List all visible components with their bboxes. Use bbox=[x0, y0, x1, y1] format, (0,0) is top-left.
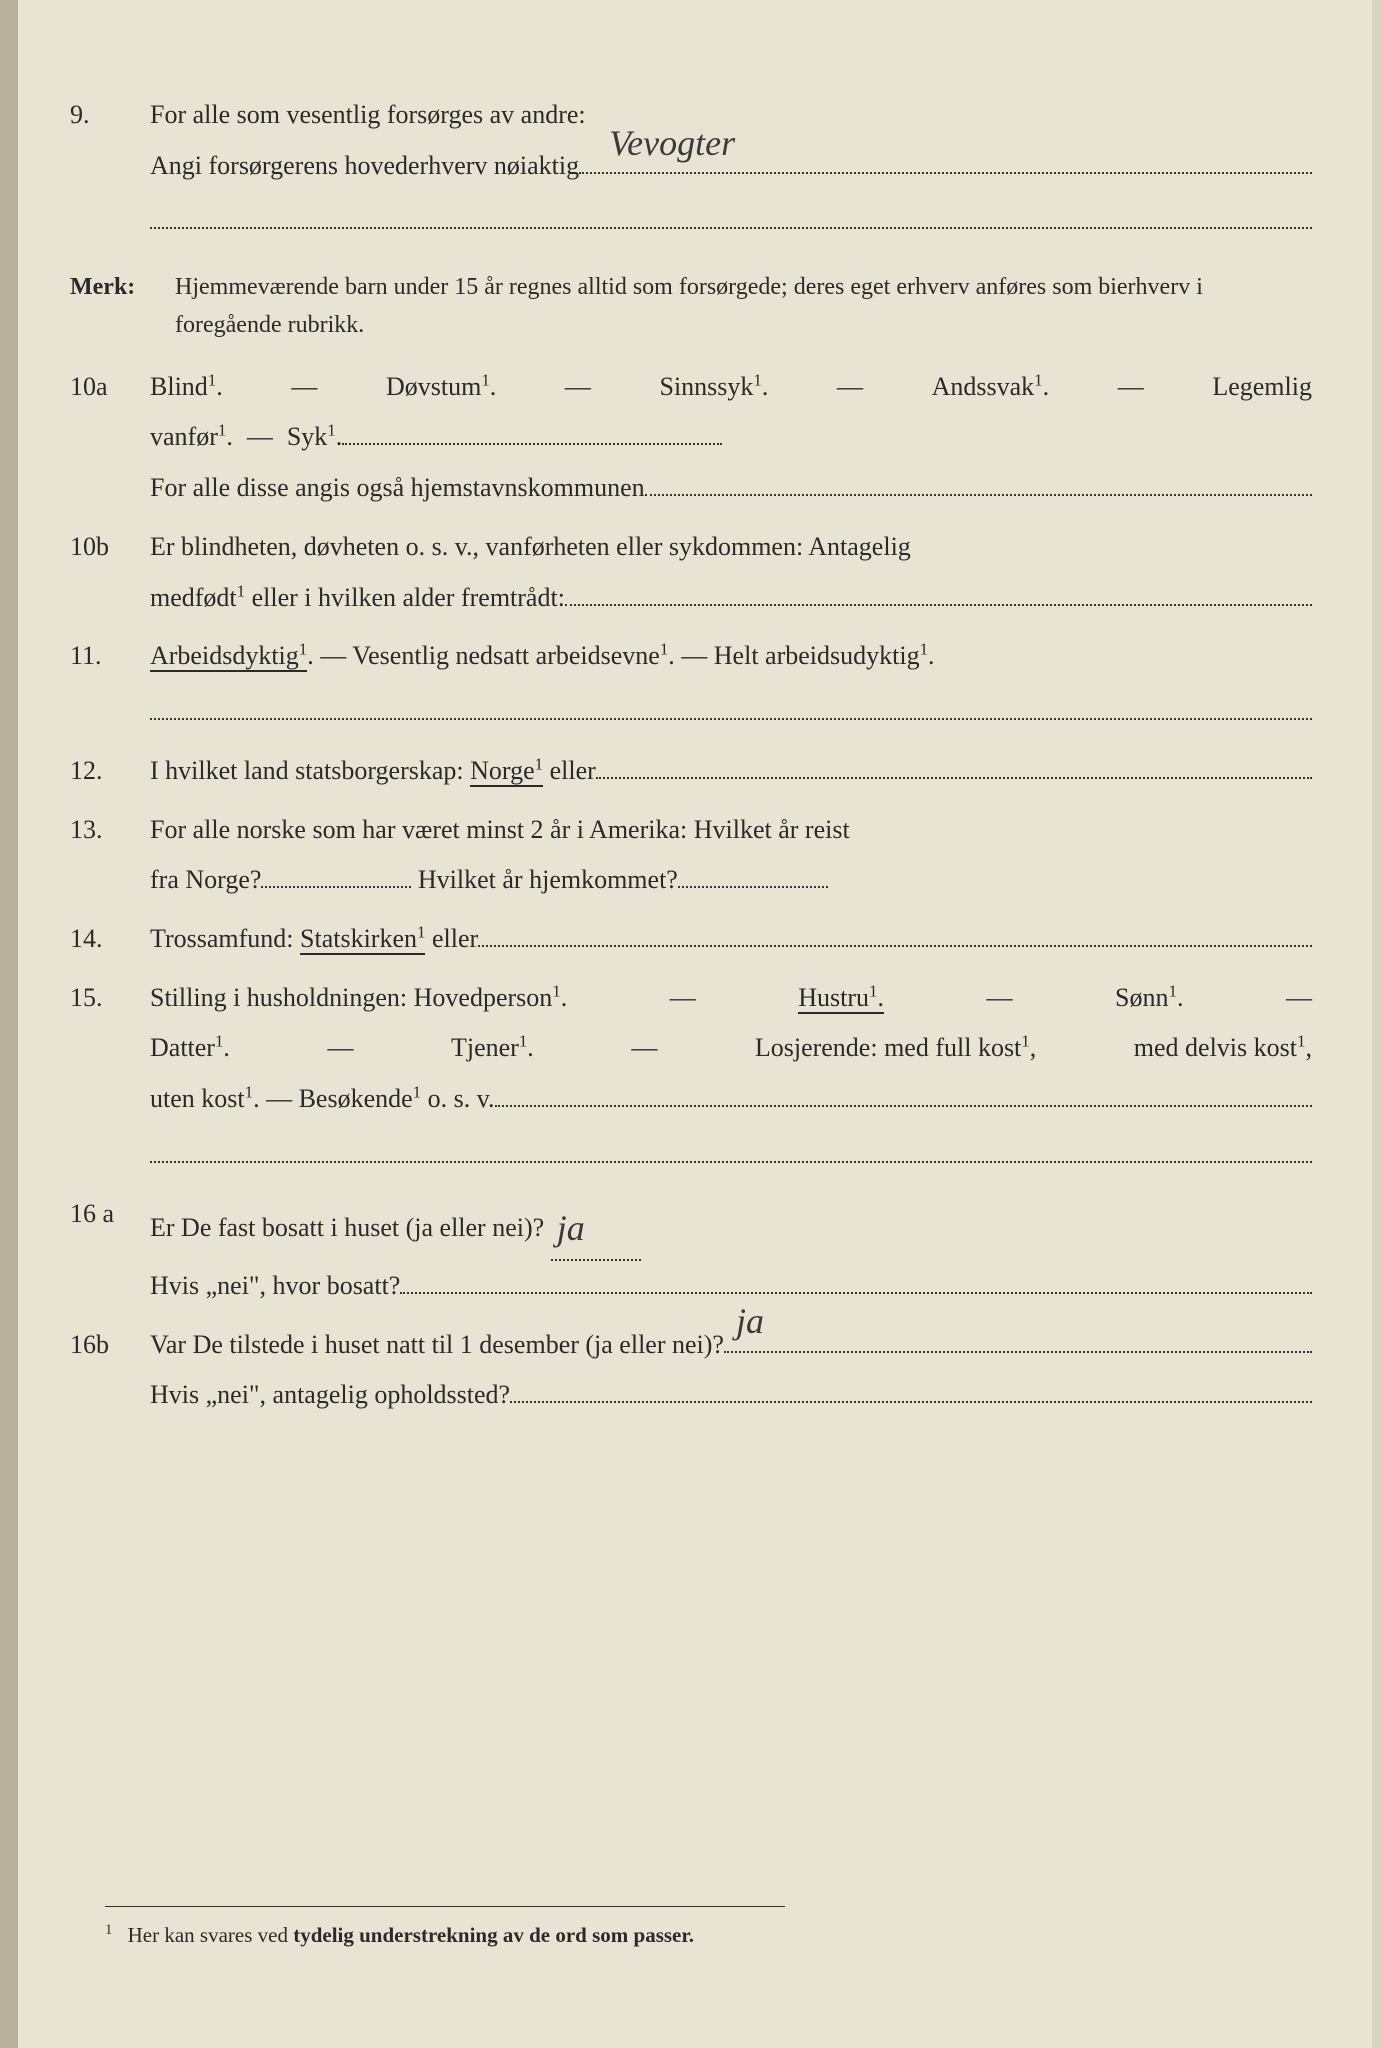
merk-text: Hjemmeværende barn under 15 år regnes al… bbox=[175, 269, 1312, 343]
q10a-number: 10a bbox=[70, 362, 150, 514]
q10b-line2: medfødt1 eller i hvilken alder fremtrådt… bbox=[150, 573, 1312, 624]
question-10b: 10b Er blindheten, døvheten o. s. v., va… bbox=[70, 522, 1312, 623]
q11-options: Arbeidsdyktig1. — Vesentlig nedsatt arbe… bbox=[150, 631, 1312, 682]
q16a-number: 16 a bbox=[70, 1189, 150, 1312]
q16a-line2: Hvis „nei", hvor bosatt? bbox=[150, 1261, 1312, 1312]
q16b-number: 16b bbox=[70, 1320, 150, 1421]
q15-number: 15. bbox=[70, 973, 150, 1181]
question-10a: 10a Blind1.— Døvstum1.— Sinnssyk1.— Ands… bbox=[70, 362, 1312, 514]
footnote: 1 Her kan svares ved tydelig understrekn… bbox=[105, 1906, 785, 1956]
blank-line bbox=[150, 203, 1312, 229]
q15-line1: Stilling i husholdningen: Hovedperson1.—… bbox=[150, 973, 1312, 1024]
q11-number: 11. bbox=[70, 631, 150, 738]
page-edge bbox=[0, 0, 18, 2048]
question-16b: 16b Var De tilstede i huset natt til 1 d… bbox=[70, 1320, 1312, 1421]
q15-line3: uten kost1. — Besøkende1 o. s. v. bbox=[150, 1074, 1312, 1125]
page-edge bbox=[1372, 0, 1382, 2048]
q10a-line2: vanfør1.—Syk1. bbox=[150, 412, 1312, 463]
blank-line bbox=[150, 694, 1312, 720]
q13-number: 13. bbox=[70, 805, 150, 906]
q12-number: 12. bbox=[70, 746, 150, 797]
q14-number: 14. bbox=[70, 914, 150, 965]
q9-line2: Angi forsørgerens hovederhverv nøiaktig bbox=[150, 141, 579, 192]
question-12: 12. I hvilket land statsborgerskap: Norg… bbox=[70, 746, 1312, 797]
question-14: 14. Trossamfund: Statskirken1 eller bbox=[70, 914, 1312, 965]
merk-note: Merk: Hjemmeværende barn under 15 år reg… bbox=[70, 269, 1312, 343]
blank-line bbox=[150, 1137, 1312, 1163]
q16b-line2: Hvis „nei", antagelig opholdssted? bbox=[150, 1370, 1312, 1421]
q16b-answer: ja bbox=[736, 1286, 764, 1356]
q10a-options: Blind1.— Døvstum1.— Sinnssyk1.— Andssvak… bbox=[150, 362, 1312, 413]
q10b-number: 10b bbox=[70, 522, 150, 623]
question-11: 11. Arbeidsdyktig1. — Vesentlig nedsatt … bbox=[70, 631, 1312, 738]
q15-line2: Datter1.— Tjener1.— Losjerende: med full… bbox=[150, 1023, 1312, 1074]
q14-text: Trossamfund: Statskirken1 eller bbox=[150, 914, 478, 965]
q12-text: I hvilket land statsborgerskap: Norge1 e… bbox=[150, 746, 596, 797]
q16a-answer: ja bbox=[557, 1208, 585, 1248]
question-13: 13. For alle norske som har været minst … bbox=[70, 805, 1312, 906]
merk-label: Merk: bbox=[70, 269, 175, 343]
question-9: 9. For alle som vesentlig forsørges av a… bbox=[70, 90, 1312, 247]
q10a-line3: For alle disse angis også hjemstavnskomm… bbox=[150, 463, 1312, 514]
q9-answer: Vevogter bbox=[609, 108, 735, 178]
q13-line2: fra Norge? Hvilket år hjemkommet? bbox=[150, 855, 1312, 906]
q13-line1: For alle norske som har været minst 2 år… bbox=[150, 805, 1312, 856]
q16b-line1: Var De tilstede i huset natt til 1 desem… bbox=[150, 1320, 1312, 1371]
question-16a: 16 a Er De fast bosatt i huset (ja eller… bbox=[70, 1189, 1312, 1312]
q16a-line1: Er De fast bosatt i huset (ja eller nei)… bbox=[150, 1189, 1312, 1261]
question-15: 15. Stilling i husholdningen: Hovedperso… bbox=[70, 973, 1312, 1181]
q9-number: 9. bbox=[70, 90, 150, 247]
q10b-line1: Er blindheten, døvheten o. s. v., vanfør… bbox=[150, 522, 1312, 573]
